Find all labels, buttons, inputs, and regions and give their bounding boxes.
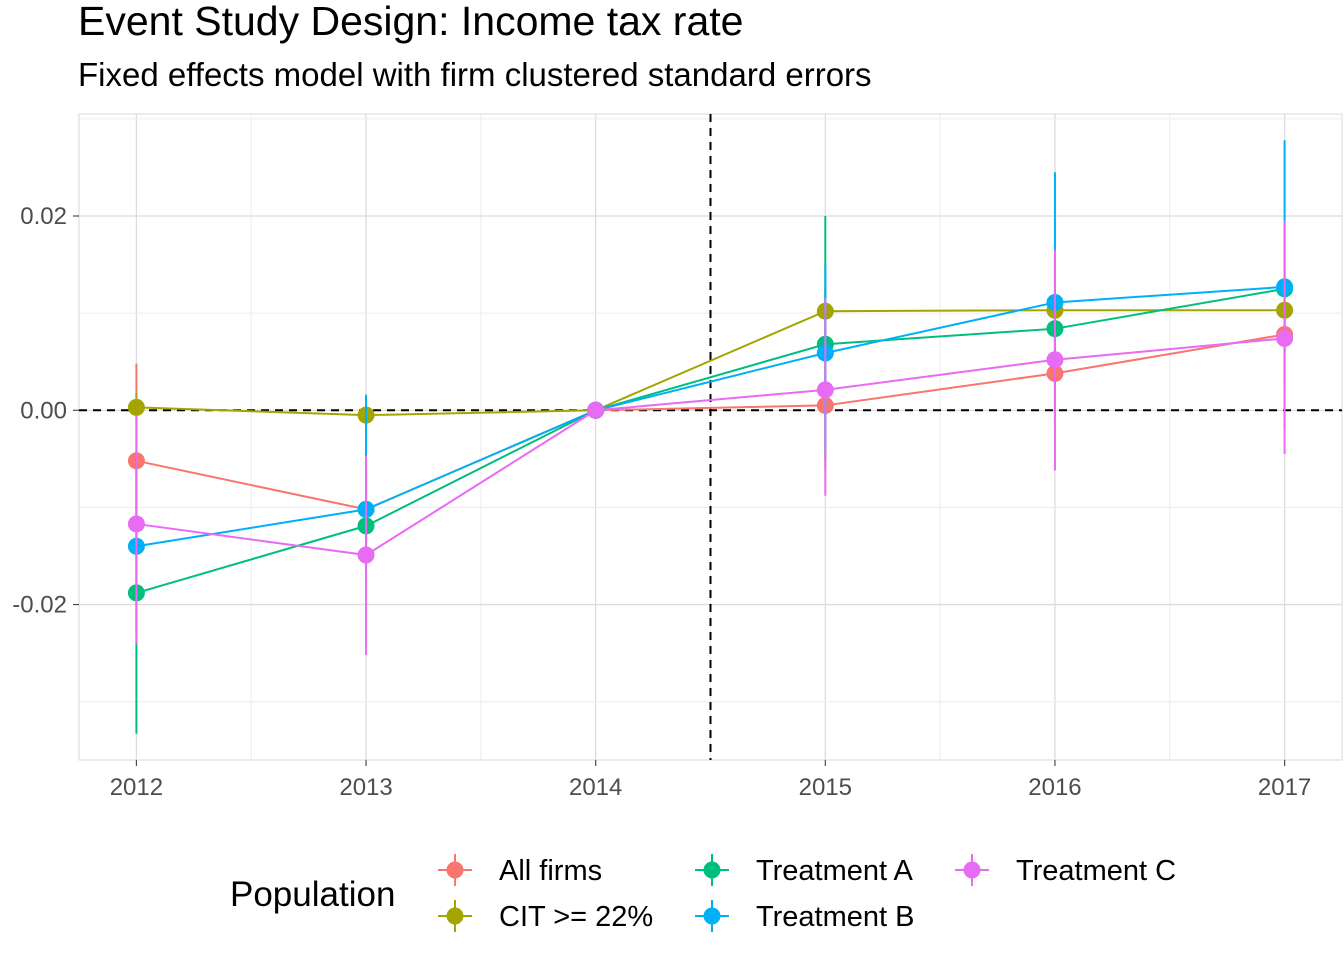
legend-label: Treatment B <box>756 901 914 933</box>
legend-label: All firms <box>499 855 602 887</box>
series-treatment-c <box>127 220 1294 656</box>
data-point <box>816 381 834 399</box>
y-tick-label: 0.00 <box>20 397 67 424</box>
legend-item-treatment-b: Treatment B <box>695 900 914 933</box>
series-line <box>136 285 1285 548</box>
legend-key-point <box>446 907 464 925</box>
legend-item-treatment-c: Treatment C <box>955 854 1176 887</box>
x-tick-label: 2013 <box>339 774 392 801</box>
axis-labels: 2012 2013 2014 2015 2016 2017 0.02 0.00 -0.02 <box>12 203 1311 801</box>
series-layer <box>127 140 1294 734</box>
y-tick-label: -0.02 <box>12 592 67 619</box>
legend-item-all-firms: All firms <box>438 854 602 887</box>
legend-item-treatment-a: Treatment A <box>695 854 914 887</box>
legend-label: Treatment A <box>756 855 914 887</box>
x-tick-label: 2017 <box>1258 774 1311 801</box>
x-tick-label: 2014 <box>569 774 622 801</box>
chart-title: Event Study Design: Income tax rate <box>78 0 744 44</box>
legend-key-point <box>963 861 981 879</box>
legend-item-cit-22: CIT >= 22% <box>438 900 653 933</box>
y-tick-label: 0.02 <box>20 203 67 230</box>
legend-label: CIT >= 22% <box>499 901 653 933</box>
series-line <box>136 309 1285 417</box>
legend: Population All firms CIT >= 22% Treatment A… <box>230 854 1176 933</box>
legend-key-point <box>446 861 464 879</box>
legend-title: Population <box>230 875 395 914</box>
data-point <box>127 515 145 533</box>
legend-key-point <box>703 907 721 925</box>
data-point <box>357 546 375 564</box>
series-line <box>136 287 1285 594</box>
data-point <box>127 398 145 416</box>
x-tick-label: 2016 <box>1028 774 1081 801</box>
x-tick-label: 2015 <box>799 774 852 801</box>
series-line <box>136 333 1285 511</box>
data-point <box>1046 351 1064 369</box>
chart-subtitle: Fixed effects model with firm clustered … <box>78 56 872 93</box>
legend-label: Treatment C <box>1016 855 1176 887</box>
data-point <box>587 401 605 419</box>
legend-key-point <box>703 861 721 879</box>
data-point <box>1276 329 1294 347</box>
x-tick-label: 2012 <box>110 774 163 801</box>
series-line <box>136 337 1285 557</box>
reference-lines <box>79 114 1342 760</box>
